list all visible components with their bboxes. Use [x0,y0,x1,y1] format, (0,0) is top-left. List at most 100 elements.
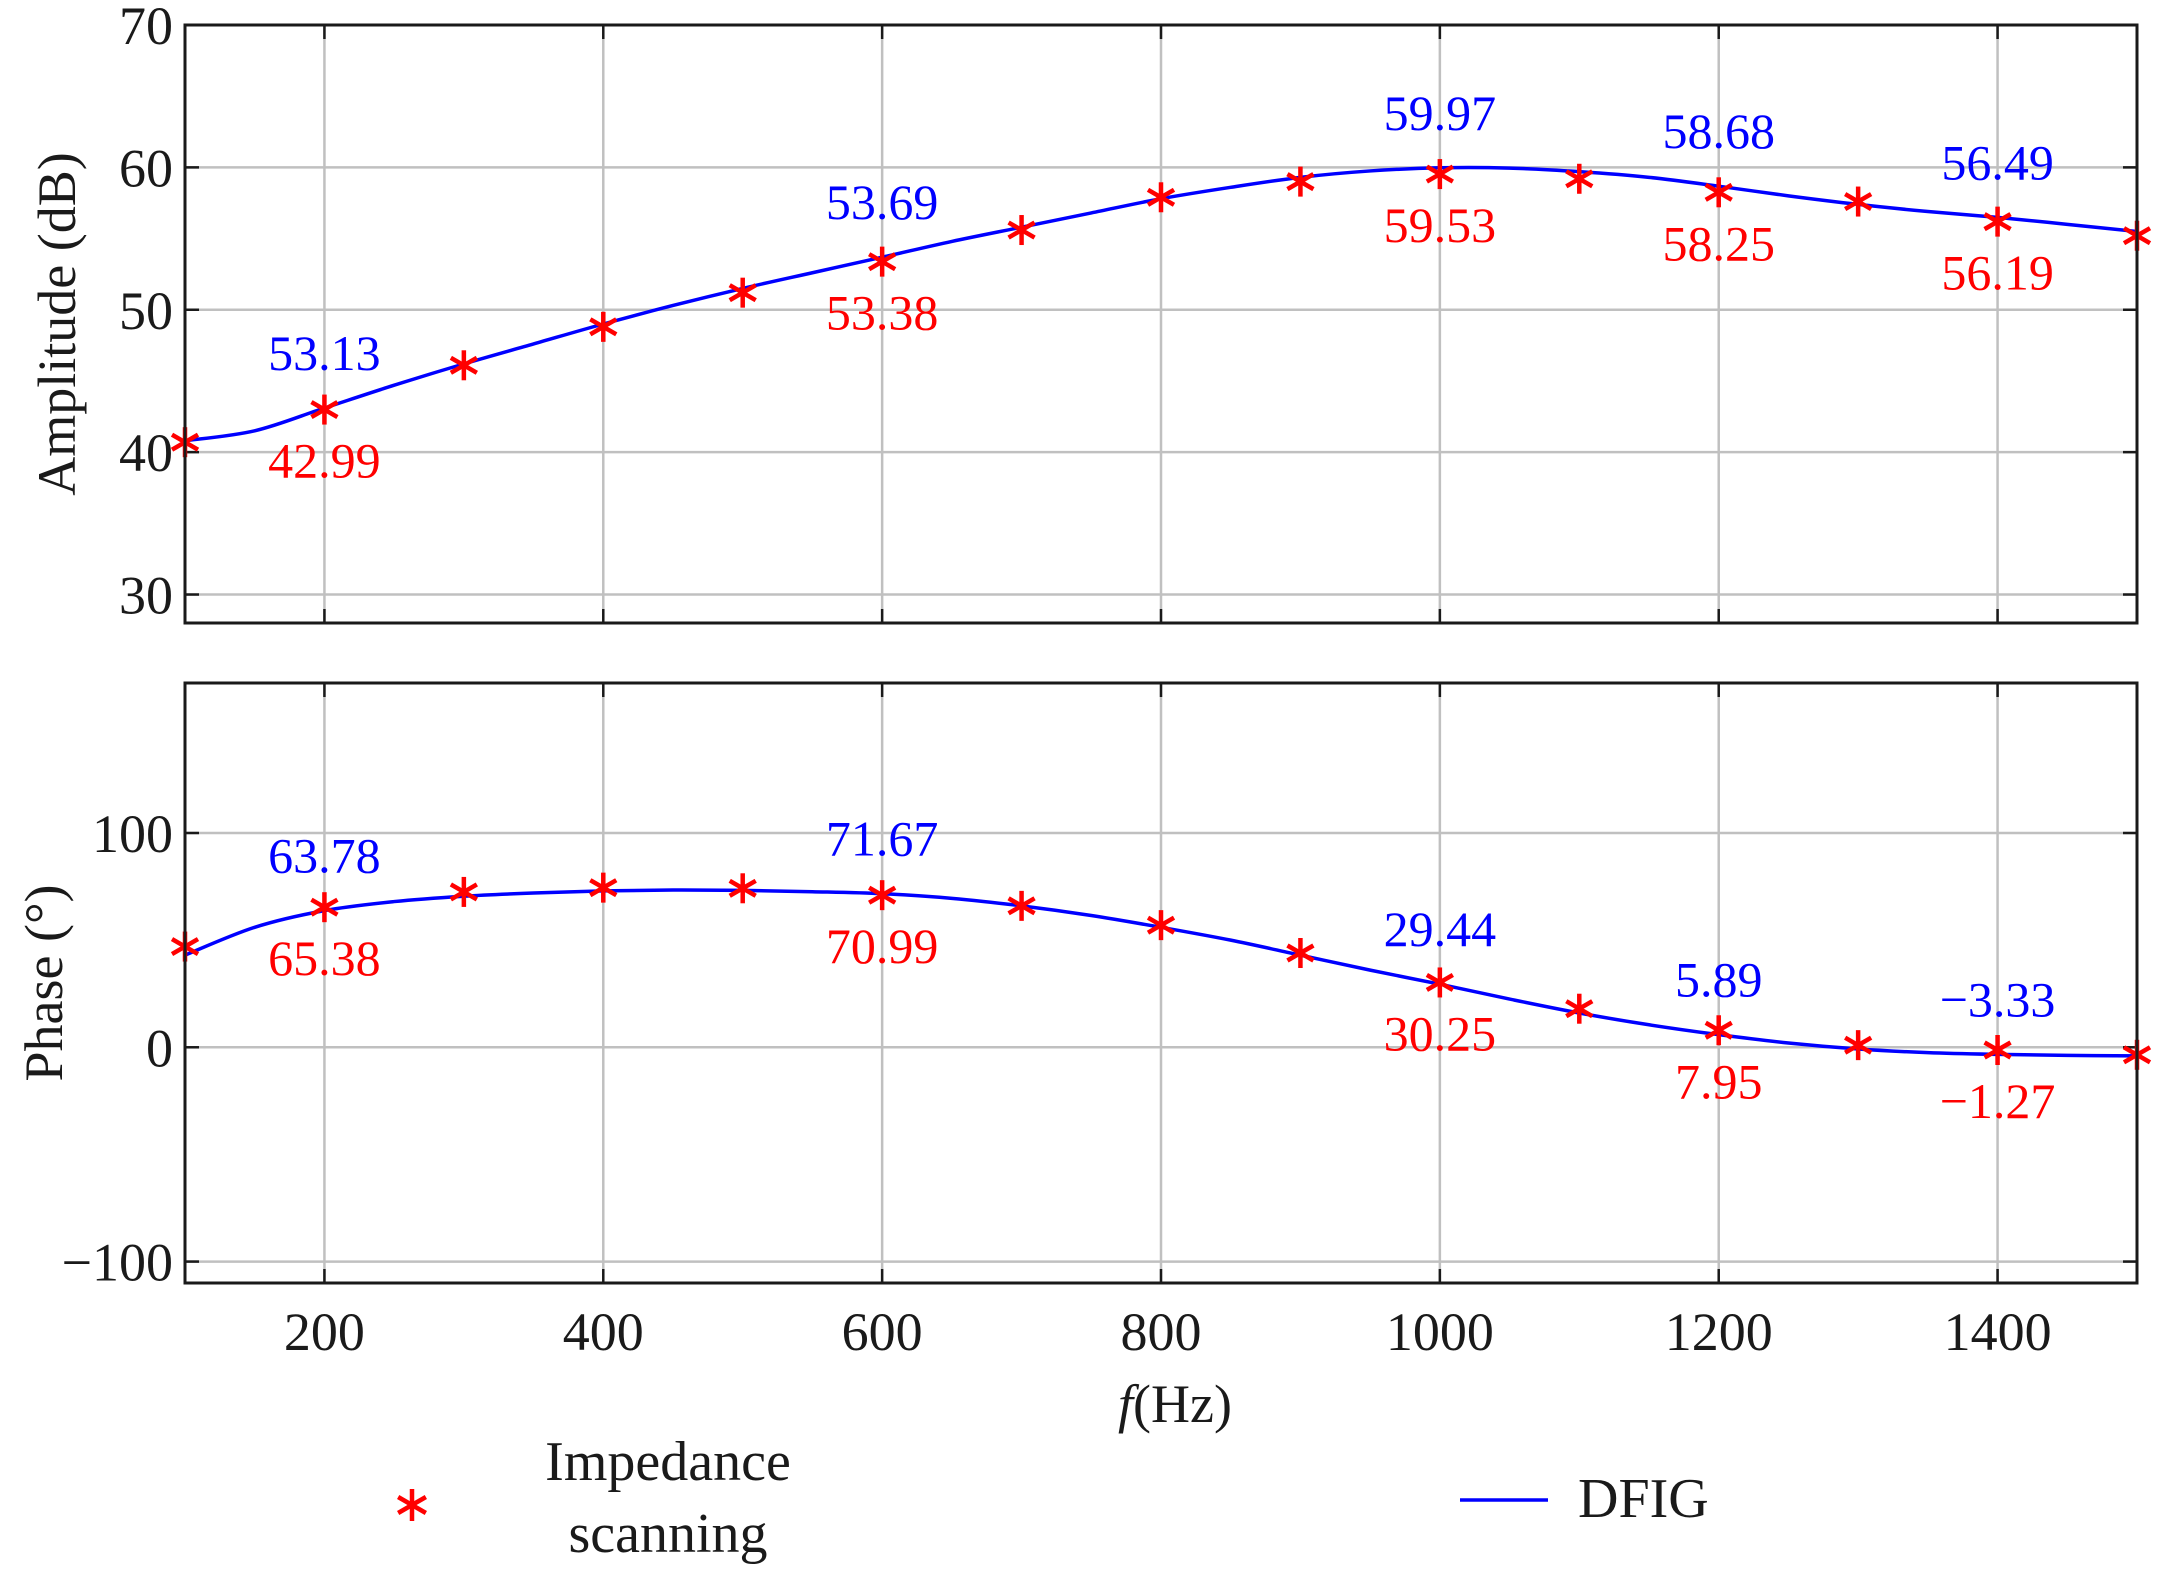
amplitude-scan-point-900-stroke-2 [1286,172,1315,192]
amplitude-annotation-0: 53.13 [268,325,381,381]
legend-asterisk-icon-stroke-2 [397,1495,427,1515]
legend-asterisk-icon [397,1489,427,1521]
amplitude-scan-point-500 [728,277,757,308]
legend: Impedance scanning DFIG [397,1431,1709,1565]
phase-annotation-2: 71.67 [826,811,939,867]
amplitude-ytick-label-3: 60 [119,138,173,198]
amplitude-ytick-label-2: 50 [119,281,173,341]
phase-scan-point-1000 [1425,967,1454,998]
x-axis-title: f(Hz) [1118,1374,1232,1434]
amplitude-ytick-label-1: 40 [119,423,173,483]
phase-scan-point-500-stroke-2 [728,878,757,898]
amplitude-frame [183,23,2139,625]
amplitude-panel: 30 40 50 60 70 53.13 42.99 53.69 53.38 59.97 59.53… [27,0,2152,626]
phase-scan-point-1200 [1704,1015,1733,1046]
x-tick-label-1200: 1200 [1665,1302,1773,1362]
phase-scan-point-400 [589,872,618,903]
phase-scan-point-400-stroke-2 [589,878,618,898]
phase-scan-point-1200-stroke-2 [1704,1020,1733,1040]
phase-scan-point-700-stroke-2 [1007,896,1036,916]
phase-scan-point-600-stroke-2 [868,885,897,905]
amplitude-scan-point-1200 [1704,177,1733,208]
amplitude-annotation-7: 58.25 [1662,215,1775,271]
phase-scan-point-1400 [1983,1035,2012,1066]
phase-annotation-5: 30.25 [1384,1005,1497,1061]
phase-scan-point-200 [310,892,339,923]
x-tick-label-200: 200 [284,1302,365,1362]
amplitude-scan-point-1100 [1565,163,1594,194]
phase-scan-point-1300-stroke-2 [1844,1035,1873,1055]
phase-annotation-6: 5.89 [1675,952,1763,1008]
phase-scan-point-1300 [1844,1030,1873,1061]
amplitude-annotation-3: 53.38 [826,285,939,341]
amplitude-scan-point-200 [310,394,339,425]
phase-frame [183,681,2139,1285]
phase-scan-point-500 [728,873,757,904]
x-tick-labels: 200 400 600 800 1000 1200 1400 [284,1302,2052,1362]
amplitude-ytick-label-4: 70 [119,0,173,56]
amplitude-scan-point-600-stroke-2 [868,252,897,272]
phase-ytick-label-2: 100 [92,804,173,864]
phase-scan-point-700 [1007,890,1036,921]
x-tick-label-600: 600 [842,1302,923,1362]
amplitude-annotation-5: 59.53 [1384,197,1497,253]
amplitude-scan-point-1400 [1983,206,2012,237]
phase-scan-point-900 [1286,938,1315,968]
amplitude-scan-point-1200-stroke-2 [1704,182,1733,202]
x-tick-label-1400: 1400 [1944,1302,2052,1362]
phase-scan-point-300-stroke-2 [449,882,478,902]
amplitude-annotation-6: 58.68 [1662,103,1775,159]
amplitude-scan-point-700-stroke-2 [1007,220,1036,240]
phase-annotation-0: 63.78 [268,828,381,884]
phase-panel: −100 0 100 63.78 65.38 71.67 70.99 29.44 30.25 5.… [14,681,2152,1293]
amplitude-scan-point-1100-stroke-2 [1565,169,1594,189]
x-tick-label-800: 800 [1121,1302,1202,1362]
amplitude-y-axis-title: Amplitude (dB) [27,152,87,495]
x-tick-label-1000: 1000 [1386,1302,1494,1362]
amplitude-scan-point-800-stroke-2 [1146,187,1176,207]
amplitude-annotation-1: 42.99 [268,433,381,489]
phase-annotation-8: −3.33 [1940,971,2056,1027]
amplitude-scan-point-500-stroke-2 [728,283,757,303]
amplitude-scan-point-1300 [1844,186,1873,217]
amplitude-scan-point-400-stroke-2 [589,317,618,337]
amplitude-annotation-4: 59.97 [1384,85,1497,141]
phase-annotation-1: 65.38 [268,930,381,986]
legend-scan-marker [397,1489,427,1521]
amplitude-ytick-label-0: 30 [119,566,173,626]
phase-y-axis-title: Phase (°) [14,884,74,1081]
amplitude-scan-point-1000-stroke-2 [1425,164,1454,184]
x-tick-label-400: 400 [563,1302,644,1362]
phase-scan-point-1100 [1565,993,1594,1024]
amplitude-annotation-8: 56.49 [1941,134,2054,190]
phase-scan-point-1400-stroke-2 [1983,1040,2012,1060]
legend-scan-label-line1: Impedance [545,1431,791,1493]
phase-scan-point-300 [449,876,478,907]
phase-scan-point-800-stroke-2 [1146,915,1176,935]
phase-annotation-4: 29.44 [1384,901,1497,957]
amplitude-scan-point-800 [1146,182,1176,213]
legend-dfig-label: DFIG [1578,1468,1709,1530]
amplitude-scan-point-1300-stroke-2 [1844,192,1873,212]
amplitude-scan-point-200-stroke-2 [310,400,339,420]
amplitude-scan-point-300 [449,350,478,381]
legend-scan-label-line2: scanning [568,1503,767,1565]
amplitude-scan-point-600 [868,246,897,277]
phase-annotation-7: 7.95 [1675,1053,1763,1109]
phase-scan-point-200-stroke-2 [310,897,339,917]
amplitude-scan-point-400 [589,311,618,342]
phase-annotation-9: −1.27 [1940,1073,2056,1129]
amplitude-scan-point-700 [1007,215,1036,246]
amplitude-scan-point-900 [1286,166,1315,197]
phase-scan-point-800 [1146,910,1176,941]
phase-scan-point-1100-stroke-2 [1565,999,1594,1019]
amplitude-annotation-9: 56.19 [1941,245,2054,301]
phase-scan-point-600 [868,880,897,911]
phase-scan-point-900-stroke-2 [1286,943,1315,963]
phase-ytick-label-0: −100 [62,1233,173,1293]
amplitude-scan-point-1400-stroke-2 [1983,212,2012,232]
amplitude-scan-point-300-stroke-2 [449,355,478,375]
amplitude-annotation-2: 53.69 [826,174,939,230]
phase-ytick-label-1: 0 [146,1018,173,1078]
